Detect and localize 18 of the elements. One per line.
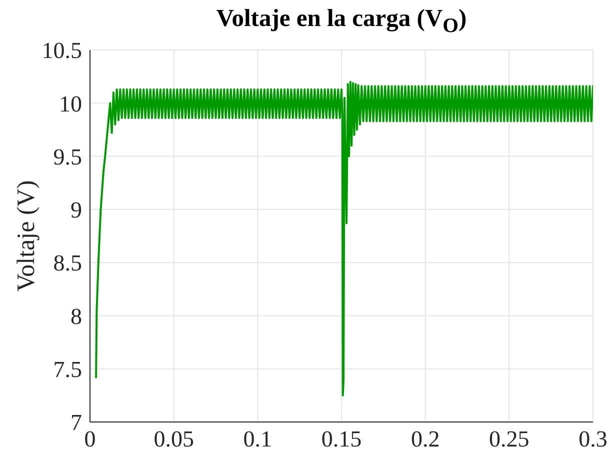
x-tick-label: 0.1	[243, 426, 272, 452]
x-tick-label: 0.15	[321, 426, 362, 452]
chart-title: Voltaje en la carga (V$_{O}$)	[215, 5, 468, 39]
x-tick-label: 0.25	[489, 426, 530, 452]
line-series	[95, 80, 593, 396]
y-tick-label: 7	[70, 410, 82, 436]
y-tick-label: 8.5	[53, 250, 82, 276]
y-tick-label: 8	[70, 304, 82, 329]
x-tick-label: 0.05	[154, 426, 194, 452]
y-tick-label: 10	[59, 91, 82, 116]
y-tick-label: 9.5	[53, 144, 82, 170]
x-tick-label: 0	[84, 426, 96, 452]
y-axis-title: Voltaje (V)	[13, 180, 41, 292]
y-tick-label: 7.5	[53, 357, 82, 382]
y-tick-label: 9	[70, 198, 82, 223]
x-tick-label: 0.3	[578, 426, 608, 452]
y-tick-label: 10.5	[42, 38, 82, 64]
x-tick-label: 0.2	[410, 426, 440, 452]
